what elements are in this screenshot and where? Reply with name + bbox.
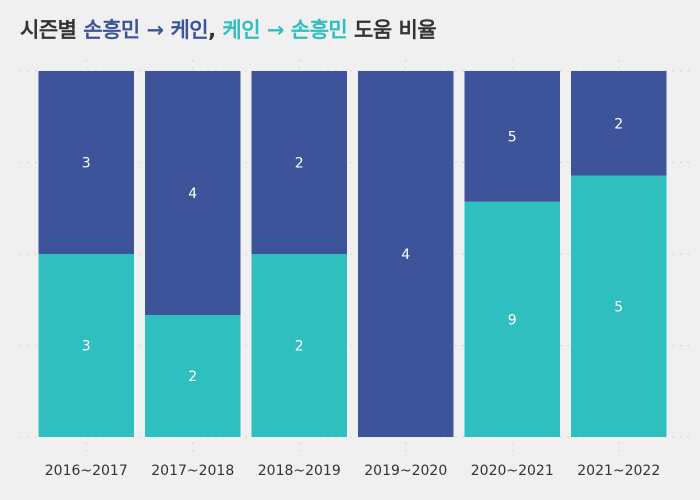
bar-label-kane-to-son-4: 9 (508, 312, 517, 328)
x-tick-label-3: 2019~2020 (364, 463, 447, 479)
title-kane-to-son: 케인 → 손흥민 (222, 18, 348, 42)
title-son-to-kane: 손흥민 → 케인 (83, 18, 209, 42)
title-prefix: 시즌별 (20, 18, 84, 42)
x-axis-ticks: 2016~2017 2017~2018 2018~2019 2019~2020 2020… (45, 463, 661, 479)
x-tick-label-2: 2018~2019 (258, 463, 341, 479)
x-tick-label-5: 2021~2022 (577, 463, 660, 479)
bar-label-son-to-kane-2: 2 (295, 156, 304, 172)
bar-kane-to-son-0 (38, 254, 134, 437)
title-suffix: 도움 비율 (347, 18, 437, 42)
bar-kane-to-son-4 (464, 201, 560, 437)
bar-label-son-to-kane-0: 3 (82, 156, 91, 172)
bar-son-to-kane-4 (464, 71, 560, 202)
bar-label-kane-to-son-1: 2 (188, 369, 197, 385)
bar-label-son-to-kane-1: 4 (188, 186, 197, 202)
x-tick-label-1: 2017~2018 (151, 463, 234, 479)
bar-son-to-kane-3 (358, 71, 454, 437)
bar-label-kane-to-son-5: 5 (614, 299, 623, 315)
bar-label-son-to-kane-4: 5 (508, 129, 517, 145)
bar-kane-to-son-2 (251, 254, 347, 437)
bar-son-to-kane-1 (145, 71, 241, 315)
bars: 3 3 2 4 2 2 4 9 5 5 2 (38, 71, 667, 438)
x-tick-label-4: 2020~2021 (471, 463, 554, 479)
bar-kane-to-son-5 (571, 175, 667, 438)
bar-label-kane-to-son-2: 2 (295, 339, 304, 355)
x-tick-label-0: 2016~2017 (45, 463, 128, 479)
title-separator: , (208, 18, 223, 42)
bar-label-son-to-kane-5: 2 (614, 116, 623, 132)
bar-son-to-kane-5 (571, 71, 667, 176)
bar-son-to-kane-2 (251, 71, 347, 254)
bar-kane-to-son-1 (145, 315, 241, 437)
bar-label-kane-to-son-0: 3 (82, 339, 91, 355)
bar-label-son-to-kane-3: 4 (401, 247, 410, 263)
bar-son-to-kane-0 (38, 71, 134, 254)
chart-title: 시즌별 손흥민 → 케인, 케인 → 손흥민 도움 비율 (20, 14, 437, 44)
